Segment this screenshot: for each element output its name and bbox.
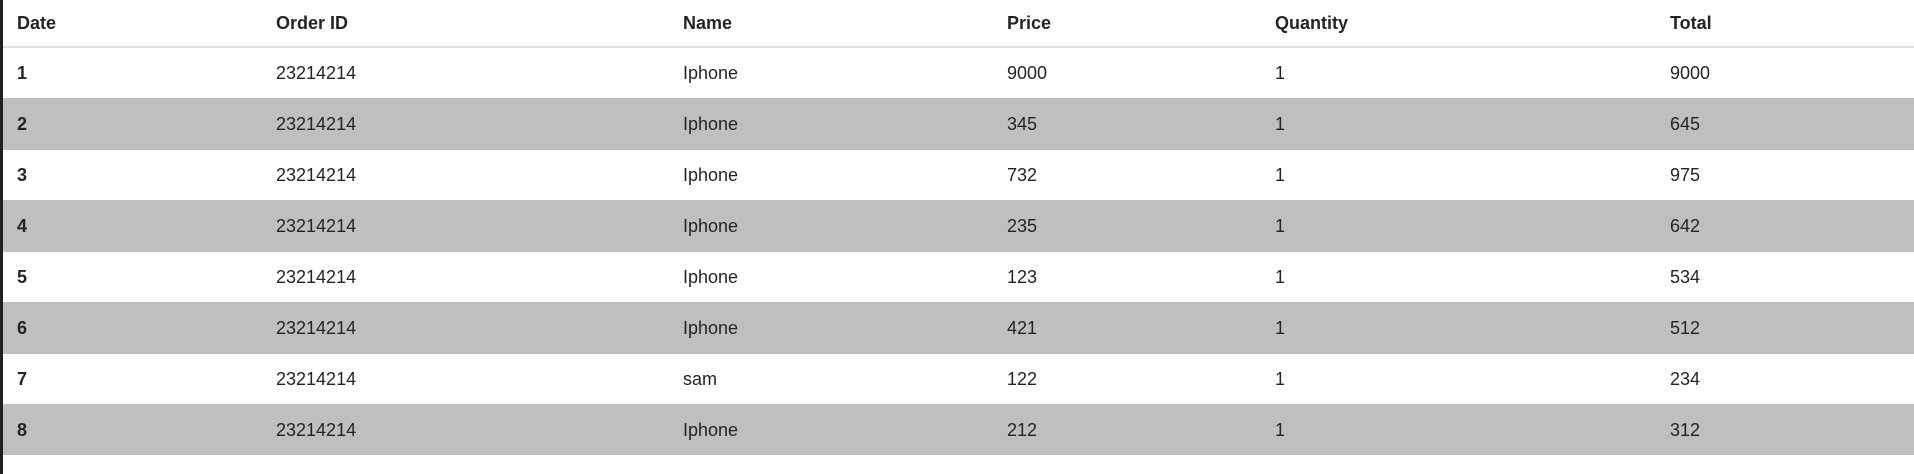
cell-total: 9000 xyxy=(1656,46,1914,99)
cell-price: 345 xyxy=(993,98,1261,150)
cell-order-id: 23214214 xyxy=(262,353,669,405)
column-header-quantity: Quantity xyxy=(1261,0,1656,48)
cell-quantity: 1 xyxy=(1261,98,1656,150)
cell-name: Iphone xyxy=(669,302,993,354)
cell-total: 512 xyxy=(1656,302,1914,354)
orders-table: Date Order ID Name Price Quantity Total … xyxy=(3,0,1914,455)
cell-date: 1 xyxy=(3,46,262,99)
table-header: Date Order ID Name Price Quantity Total xyxy=(3,0,1914,48)
cell-price: 123 xyxy=(993,251,1261,303)
cell-date: 7 xyxy=(3,353,262,405)
window-left-edge xyxy=(0,0,3,474)
cell-name: Iphone xyxy=(669,404,993,455)
table-row: 4 23214214 Iphone 235 1 642 xyxy=(3,200,1914,252)
cell-order-id: 23214214 xyxy=(262,149,669,201)
table-row: 2 23214214 Iphone 345 1 645 xyxy=(3,98,1914,150)
table-row: 7 23214214 sam 122 1 234 xyxy=(3,353,1914,405)
cell-name: Iphone xyxy=(669,46,993,99)
cell-quantity: 1 xyxy=(1261,302,1656,354)
cell-total: 645 xyxy=(1656,98,1914,150)
cell-name: Iphone xyxy=(669,149,993,201)
cell-price: 212 xyxy=(993,404,1261,455)
table-body: 1 23214214 Iphone 9000 1 9000 2 23214214… xyxy=(3,46,1914,455)
header-row: Date Order ID Name Price Quantity Total xyxy=(3,0,1914,48)
cell-date: 2 xyxy=(3,98,262,150)
table-row: 6 23214214 Iphone 421 1 512 xyxy=(3,302,1914,354)
cell-total: 534 xyxy=(1656,251,1914,303)
cell-order-id: 23214214 xyxy=(262,200,669,252)
cell-price: 732 xyxy=(993,149,1261,201)
cell-date: 5 xyxy=(3,251,262,303)
cell-name: Iphone xyxy=(669,251,993,303)
cell-price: 9000 xyxy=(993,46,1261,99)
cell-name: Iphone xyxy=(669,200,993,252)
cell-quantity: 1 xyxy=(1261,251,1656,303)
cell-quantity: 1 xyxy=(1261,200,1656,252)
cell-date: 3 xyxy=(3,149,262,201)
cell-date: 8 xyxy=(3,404,262,455)
table-row: 3 23214214 Iphone 732 1 975 xyxy=(3,149,1914,201)
column-header-total: Total xyxy=(1656,0,1914,48)
cell-price: 235 xyxy=(993,200,1261,252)
column-header-date: Date xyxy=(3,0,262,48)
cell-quantity: 1 xyxy=(1261,353,1656,405)
cell-quantity: 1 xyxy=(1261,149,1656,201)
cell-price: 122 xyxy=(993,353,1261,405)
cell-quantity: 1 xyxy=(1261,404,1656,455)
cell-name: sam xyxy=(669,353,993,405)
table-row: 8 23214214 Iphone 212 1 312 xyxy=(3,404,1914,455)
column-header-order-id: Order ID xyxy=(262,0,669,48)
cell-name: Iphone xyxy=(669,98,993,150)
column-header-name: Name xyxy=(669,0,993,48)
cell-order-id: 23214214 xyxy=(262,46,669,99)
column-header-price: Price xyxy=(993,0,1261,48)
cell-quantity: 1 xyxy=(1261,46,1656,99)
cell-order-id: 23214214 xyxy=(262,302,669,354)
orders-table-container: Date Order ID Name Price Quantity Total … xyxy=(3,0,1914,455)
cell-price: 421 xyxy=(993,302,1261,354)
cell-order-id: 23214214 xyxy=(262,251,669,303)
cell-total: 234 xyxy=(1656,353,1914,405)
cell-total: 312 xyxy=(1656,404,1914,455)
cell-total: 975 xyxy=(1656,149,1914,201)
cell-total: 642 xyxy=(1656,200,1914,252)
cell-order-id: 23214214 xyxy=(262,98,669,150)
cell-date: 6 xyxy=(3,302,262,354)
table-row: 1 23214214 Iphone 9000 1 9000 xyxy=(3,46,1914,99)
cell-date: 4 xyxy=(3,200,262,252)
table-row: 5 23214214 Iphone 123 1 534 xyxy=(3,251,1914,303)
cell-order-id: 23214214 xyxy=(262,404,669,455)
